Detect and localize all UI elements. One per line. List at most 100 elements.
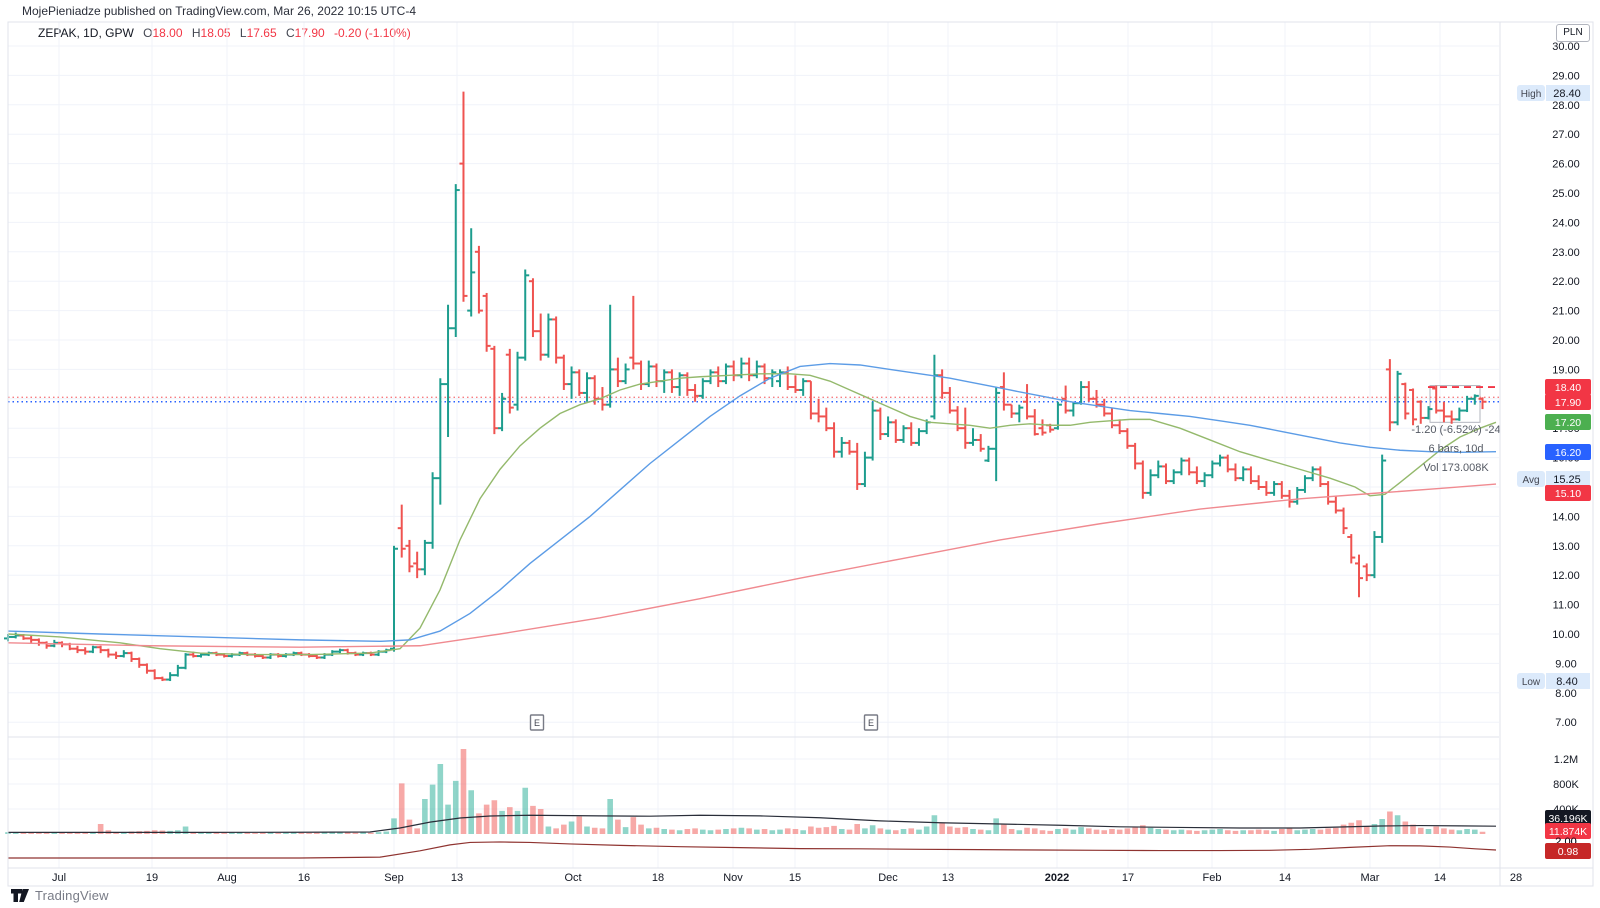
volume-bar (754, 829, 760, 834)
ohlc-bar (1439, 401, 1448, 423)
range-label-pill (1517, 471, 1545, 487)
volume-badge-bg (1545, 843, 1591, 859)
volume-bar (221, 833, 227, 834)
earnings-marker[interactable] (863, 714, 879, 731)
price-axis-label: 11.00 (1553, 600, 1580, 612)
volume-bar (1279, 829, 1285, 834)
volume-bar (730, 828, 737, 834)
ohlc-bar (1092, 389, 1101, 408)
ohlc-bar (691, 384, 700, 402)
price-badge-text: 18.40 (1555, 382, 1581, 394)
close-value: 17.90 (294, 26, 325, 40)
ohlc-bar (1223, 454, 1232, 473)
measure-annotation: 6 bars, 10d (1428, 443, 1483, 455)
ohlc-bar (629, 295, 638, 370)
ohlc-bar (984, 445, 993, 463)
ohlc-bar (583, 372, 591, 402)
ohlc-bar (1300, 475, 1309, 493)
volume-bar (1062, 828, 1069, 834)
ohlc-bar (42, 641, 51, 649)
volume-bar (190, 832, 197, 834)
time-axis-label: Mar (1361, 872, 1380, 884)
volume-bar (244, 832, 251, 834)
earnings-marker[interactable] (529, 714, 545, 731)
volume-bar (306, 833, 312, 834)
volume-bar (429, 784, 436, 834)
measure-rect (1429, 385, 1481, 423)
time-axis-label: 18 (652, 872, 664, 884)
ohlc-bar (1409, 388, 1418, 426)
ma-long-line (7, 483, 1497, 648)
volume-bar (553, 828, 559, 834)
time-axis-label: 28 (1510, 872, 1522, 884)
ohlc-bar (521, 269, 530, 361)
ohlc-bar (96, 645, 105, 654)
volume-bar (1186, 830, 1192, 834)
ohlc-bar (1277, 481, 1286, 499)
volume-bar (630, 817, 637, 834)
ohlc-bar (1455, 407, 1464, 421)
volume-bar (545, 826, 552, 834)
volume-bar (383, 831, 390, 834)
price-axis-label: 19.00 (1552, 364, 1580, 376)
price-axis-label: 7.00 (1555, 717, 1576, 729)
volume-bar (314, 832, 320, 834)
volume-bar (337, 832, 343, 834)
currency-badge[interactable]: PLN (1556, 24, 1590, 42)
volume-bar (437, 764, 444, 834)
volume-bar (1031, 828, 1038, 834)
range-label-pill (1517, 673, 1545, 689)
volume-bar (676, 830, 683, 834)
volume-bar (862, 828, 868, 834)
price-axis-label: 21.00 (1552, 306, 1580, 318)
price-badge-bg (1545, 379, 1591, 395)
ohlc-bar (1131, 442, 1140, 470)
volume-bar (1425, 829, 1432, 834)
ohlc-bar (289, 651, 298, 657)
volume-bar (321, 832, 328, 834)
volume-bar (715, 829, 722, 834)
ohlc-bar (1138, 460, 1147, 499)
range-label-text: Low (1522, 677, 1541, 688)
ohlc-bar (845, 439, 854, 455)
ohlc-bar (945, 387, 954, 414)
volume-bar (1255, 829, 1262, 834)
volume-bar (723, 829, 729, 834)
volume-bar (1448, 829, 1455, 834)
volume-bar (962, 827, 969, 834)
measure-annotation: Vol 173.008K (1423, 462, 1489, 474)
ohlc-bar (467, 228, 476, 317)
volume-bar (1047, 830, 1053, 834)
ohlc-bar (112, 651, 121, 659)
volume-bar (645, 828, 652, 834)
ohlc-bar (181, 653, 190, 670)
ohlc-bar (428, 472, 437, 549)
volume-bar (869, 825, 876, 834)
change-value: -0.20 (-1.10%) (334, 26, 411, 40)
volume-bar (1201, 830, 1208, 834)
ohlc-bar (837, 437, 846, 458)
volume-bar (939, 822, 945, 834)
ohlc-bar (745, 357, 754, 382)
volume-axis-label: 1.2M (1554, 754, 1578, 766)
ohlc-bar (1324, 481, 1333, 505)
volume-bar (1016, 830, 1023, 834)
earnings-marker-box (529, 714, 545, 731)
ohlc-bar (1254, 475, 1263, 490)
ohlc-bar (899, 425, 908, 443)
volume-bar (491, 800, 498, 834)
time-axis-label: Aug (217, 872, 237, 884)
volume-bar (792, 829, 799, 834)
symbol-legend[interactable]: ZEPAK, 1D, GPW O18.00 H18.05 L17.65 C17.… (38, 26, 411, 40)
volume-bar (1363, 826, 1370, 834)
time-axis-label: 14 (1434, 872, 1446, 884)
ohlc-bar (251, 653, 260, 658)
volume-bar (1109, 829, 1115, 834)
ohlc-bar (799, 378, 808, 396)
volume-bar (777, 829, 783, 834)
volume-bar (746, 828, 752, 834)
price-badge (1545, 394, 1591, 410)
volume-bar (1070, 829, 1077, 834)
volume-bar (977, 829, 984, 834)
